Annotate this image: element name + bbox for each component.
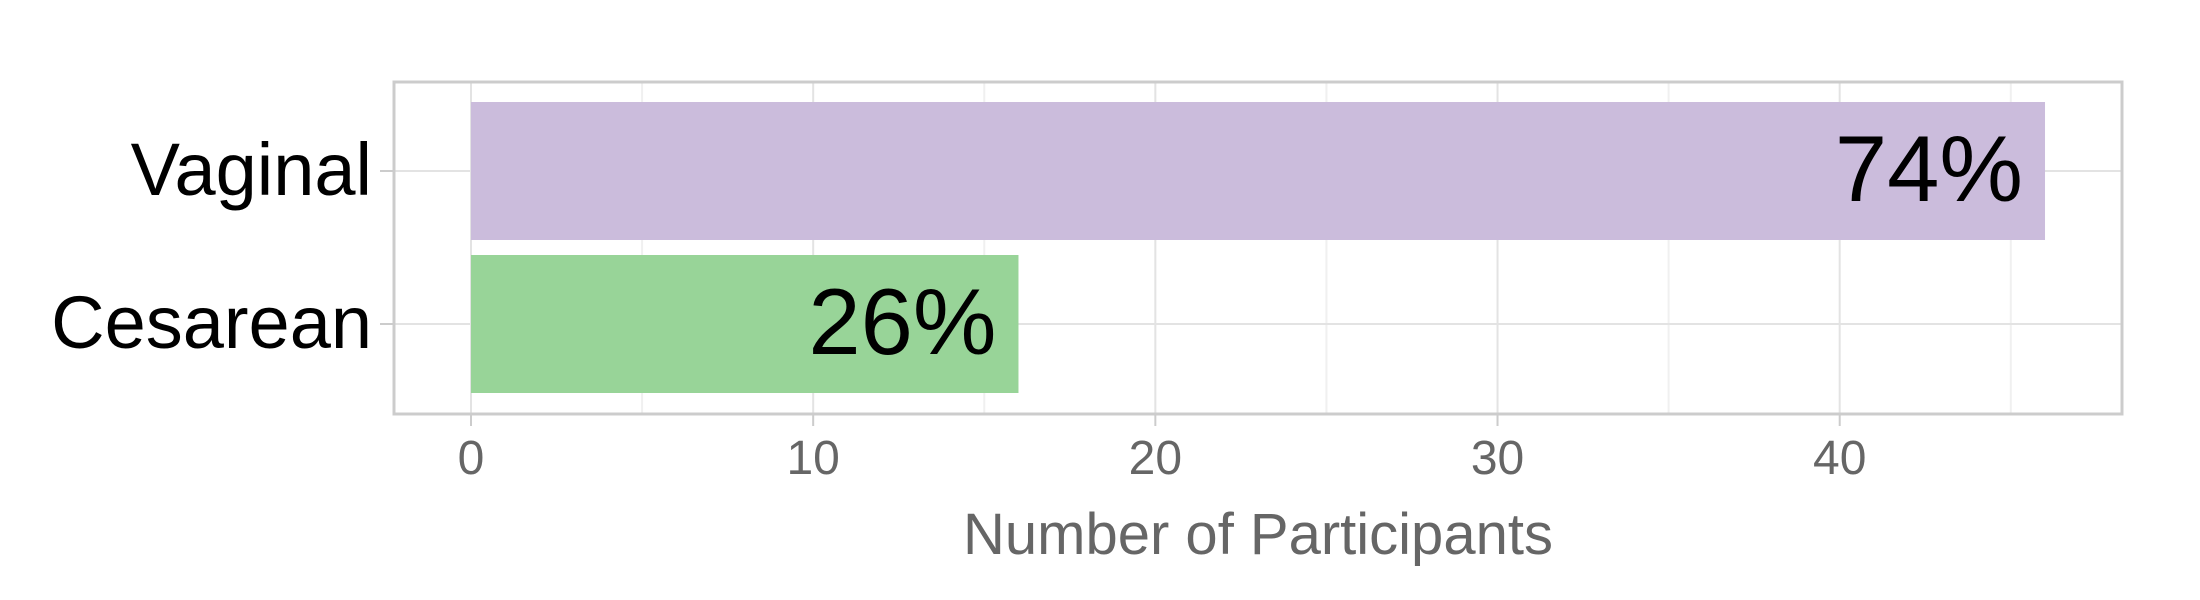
x-tick-label: 10 — [786, 432, 839, 485]
y-tick-label: Vaginal — [131, 128, 372, 211]
y-axis: Vaginal Cesarean — [51, 128, 394, 364]
x-tick-label: 40 — [1813, 432, 1866, 485]
bar-value-label: 74% — [1835, 116, 2023, 221]
x-tick-label: 30 — [1471, 432, 1524, 485]
bar-value-label: 26% — [808, 269, 996, 374]
bar-vaginal — [470, 102, 2046, 240]
bar-value-labels: 74% 26% — [808, 116, 2023, 374]
panel-border — [392, 80, 2124, 416]
y-tick-label: Cesarean — [51, 281, 372, 364]
x-tick-label: 20 — [1129, 432, 1182, 485]
x-tick-label: 0 — [458, 432, 485, 485]
bar-cesarean — [470, 255, 1019, 393]
x-axis: 0 10 20 30 40 — [458, 414, 1866, 485]
bars — [470, 102, 2046, 393]
x-axis-title: Number of Participants — [963, 502, 1553, 567]
